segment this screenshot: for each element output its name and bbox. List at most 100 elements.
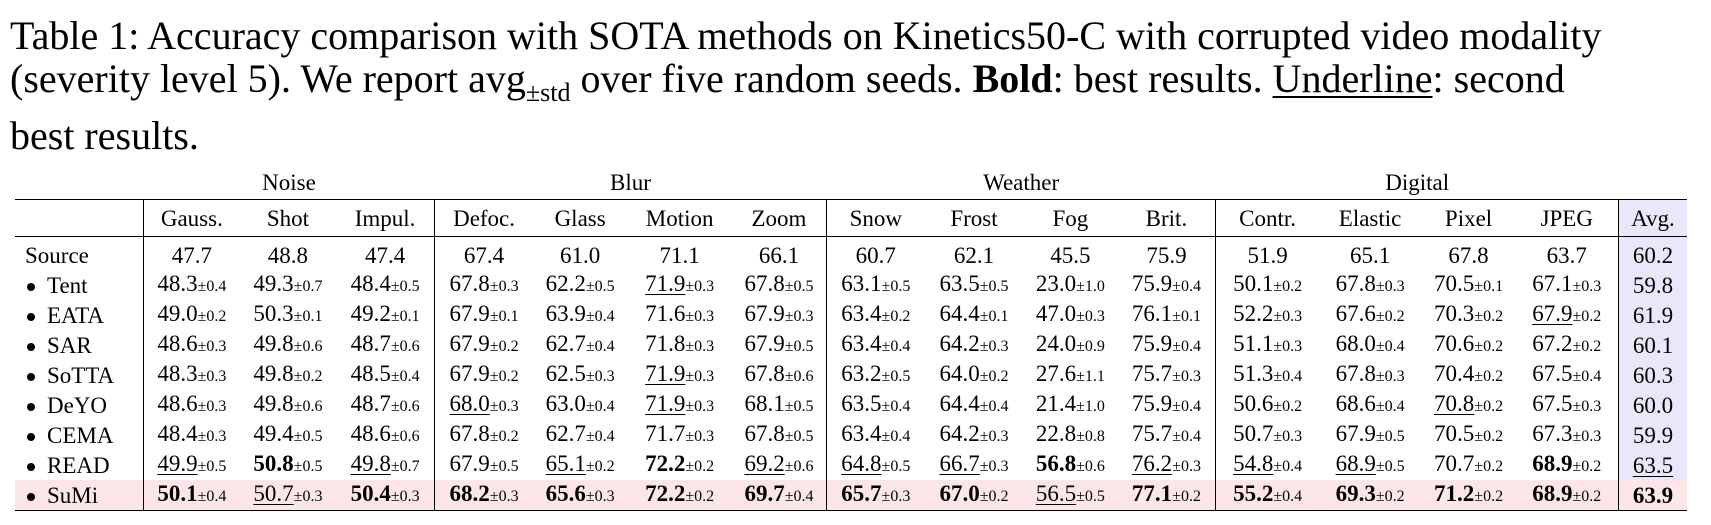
table-cell: 67.9±0.3 <box>732 300 826 330</box>
cell-std: ±0.2 <box>1572 308 1602 325</box>
cell-std: ±0.5 <box>293 458 323 475</box>
cell-value: 76.2 <box>1131 451 1173 476</box>
table-cell: 63.5±0.4 <box>825 390 925 420</box>
table-cell: 63.1±0.5 <box>825 270 925 300</box>
cell-std: ±0.7 <box>390 458 420 475</box>
table-cell: 50.6±0.2 <box>1215 390 1319 420</box>
table-cell: 69.3±0.2 <box>1318 480 1422 511</box>
caption-underline-word: Underline <box>1272 56 1433 101</box>
cell-value: 67.8 <box>744 361 785 386</box>
cell-std: ±0.3 <box>979 458 1009 475</box>
table-row: READ 49.9±0.5 50.8±0.5 49.8±0.7 67.9±0.5 65.1… <box>15 450 1687 480</box>
cell-std: ±0.5 <box>784 338 814 355</box>
cell-value: 49.4 <box>253 421 294 446</box>
cell-value: 59.8 <box>1632 272 1674 298</box>
table-cell: 67.4 <box>434 236 534 270</box>
cell-value: 67.5 <box>1532 391 1573 416</box>
method-label: SoTTA <box>47 362 115 388</box>
avg-cell: 60.1 <box>1617 330 1687 360</box>
cell-std: ±0.2 <box>1375 308 1405 325</box>
cell-value: 70.7 <box>1434 451 1475 476</box>
table-row: DeYO 48.6±0.3 49.8±0.6 48.7±0.6 68.0±0.3 63.0… <box>15 390 1687 420</box>
cell-value: 67.3 <box>1532 421 1573 446</box>
cell-std: ±0.1 <box>489 308 519 325</box>
cell-value: 67.8 <box>744 271 785 296</box>
cell-value: 76.1 <box>1131 301 1173 326</box>
table-cell: 56.5±0.5 <box>1023 480 1118 511</box>
table-cell: 60.7 <box>825 236 925 270</box>
table-cell: 71.2±0.2 <box>1421 480 1516 511</box>
cell-std: ±0.2 <box>1474 488 1504 505</box>
cell-std: ±0.3 <box>1375 278 1405 295</box>
table-row: SAR 48.6±0.3 49.8±0.6 48.7±0.6 67.9±0.2 62.7±… <box>15 330 1687 360</box>
cell-std: ±0.4 <box>979 398 1009 415</box>
cell-value: 45.5 <box>1050 243 1091 268</box>
cell-std: ±0.3 <box>1172 368 1201 385</box>
cell-value: 63.4 <box>841 331 882 356</box>
cell-value: 69.2 <box>744 451 785 476</box>
cell-value: 63.4 <box>841 421 882 446</box>
table-cell: 48.7±0.6 <box>336 330 434 360</box>
caption-text: : best results. <box>1052 56 1273 101</box>
table-cell: 49.2±0.1 <box>336 300 434 330</box>
cell-value: 70.5 <box>1434 271 1475 296</box>
bullet-icon <box>27 433 35 442</box>
table-cell: 51.3±0.4 <box>1215 360 1319 390</box>
cell-value: 65.6 <box>545 481 586 506</box>
cell-value: 52.2 <box>1233 301 1274 326</box>
cell-std: ±0.6 <box>293 338 323 355</box>
cell-value: 61.9 <box>1632 302 1674 328</box>
cell-std: ±0.2 <box>1474 398 1504 415</box>
cell-value: 67.8 <box>449 421 490 446</box>
cell-value: 21.4 <box>1035 391 1077 416</box>
cell-value: 69.7 <box>744 481 785 506</box>
cell-std: ±0.2 <box>1572 488 1602 505</box>
table-cell: 21.4±1.0 <box>1023 390 1117 420</box>
cell-std: ±0.1 <box>1172 308 1201 325</box>
cell-std: ±0.2 <box>585 458 615 475</box>
cell-value: 67.8 <box>1448 243 1489 268</box>
cell-value: 63.4 <box>841 301 882 326</box>
table-cell: 71.9±0.3 <box>627 270 732 300</box>
cell-std: ±0.3 <box>1273 338 1303 355</box>
column-header: Frost <box>924 199 1024 237</box>
method-cell: CEMA <box>15 420 143 450</box>
cell-std: ±0.2 <box>685 458 715 475</box>
cell-value: 50.6 <box>1233 391 1274 416</box>
table-cell: 68.0±0.3 <box>434 390 534 420</box>
bullet-icon <box>27 403 35 412</box>
cell-value: 48.3 <box>157 361 198 386</box>
cell-value: 62.1 <box>953 243 995 268</box>
cell-std: ±0.4 <box>1273 458 1303 475</box>
column-header: Shot <box>239 199 337 237</box>
cell-value: 48.4 <box>350 271 391 296</box>
cell-std: ±0.2 <box>979 488 1009 505</box>
results-table-container: Noise Blur Weather Digital Gauss. Shot Impul. D… <box>15 166 1687 511</box>
column-header: Impul. <box>336 199 435 237</box>
table-row: Tent 48.3±0.4 49.3±0.7 48.4±0.5 67.8±0.3 62.2… <box>15 270 1687 300</box>
table-cell: 75.9±0.4 <box>1117 270 1216 300</box>
table-cell: 62.1 <box>925 237 1023 271</box>
cell-std: ±0.4 <box>585 428 615 445</box>
method-label: CEMA <box>47 422 114 448</box>
table-cell: 71.9±0.3 <box>627 390 732 420</box>
cell-value: 64.2 <box>939 331 980 356</box>
method-cell: Tent <box>15 270 143 300</box>
table-cell: 54.8±0.4 <box>1215 450 1319 480</box>
group-header-weather: Weather <box>826 166 1216 200</box>
avg-cell: 60.2 <box>1617 236 1687 270</box>
cell-std: ±0.3 <box>1375 368 1405 385</box>
cell-std: ±1.0 <box>1076 398 1105 415</box>
cell-value: 67.1 <box>1532 271 1573 296</box>
table-cell: 71.6±0.3 <box>627 300 732 330</box>
cell-std: ±0.5 <box>1375 428 1405 445</box>
cell-std: ±0.5 <box>390 278 420 295</box>
caption-text: over five random seeds. <box>570 56 973 101</box>
table-cell: 75.9±0.4 <box>1117 330 1216 360</box>
cell-value: 68.9 <box>1532 451 1573 476</box>
table-cell: 67.9±0.2 <box>1516 300 1619 330</box>
table-cell: 51.1±0.3 <box>1215 330 1319 360</box>
table-cell: 48.5±0.4 <box>336 360 434 390</box>
table-cell: 66.1 <box>732 237 826 271</box>
table-cell: 48.6±0.3 <box>142 330 240 360</box>
